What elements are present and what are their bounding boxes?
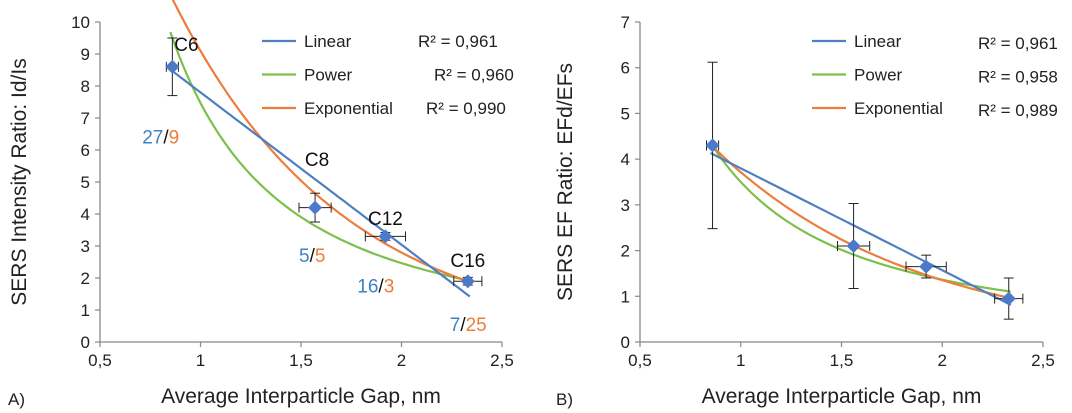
data-point: [460, 274, 475, 289]
y-tick-label: 4: [81, 205, 90, 224]
x-tick-label: 2,5: [490, 351, 514, 370]
data-point: [378, 229, 393, 244]
fit-line-exponential: [709, 143, 1012, 300]
panel-label: A): [8, 390, 25, 409]
x-tick-label: 0,5: [628, 351, 652, 370]
point-annotation: C12: [368, 209, 403, 230]
x-tick-label: 1: [736, 351, 745, 370]
data-point: [919, 259, 934, 274]
x-axis-label: Average Interparticle Gap, nm: [702, 385, 982, 408]
fit-line-power: [709, 141, 1011, 293]
y-tick-label: 7: [621, 13, 630, 32]
y-tick-label: 1: [81, 301, 90, 320]
y-tick-label: 5: [81, 173, 90, 192]
fit-line-power: [169, 31, 471, 282]
y-tick-label: 6: [621, 59, 630, 78]
y-tick-label: 7: [81, 109, 90, 128]
legend-r2-exponential: R² = 0,990: [426, 99, 506, 118]
ratio-annotation: 27/9: [142, 128, 179, 149]
y-axis-label: SERS Intensity Ratio: Id/Is: [8, 58, 31, 305]
data-point: [705, 138, 720, 153]
legend-label-exponential: Exponential: [304, 99, 393, 118]
ratio-annotation: 7/25: [450, 315, 487, 336]
legend-r2-linear: R² = 0,961: [418, 32, 498, 51]
x-tick-label: 1,5: [830, 351, 854, 370]
y-tick-label: 3: [81, 237, 90, 256]
ratio-annotation: 16/3: [357, 276, 394, 297]
legend-r2-linear: R² = 0,961: [978, 34, 1058, 53]
point-annotation: C16: [450, 251, 485, 272]
y-tick-label: 3: [621, 196, 630, 215]
x-tick-label: 0,5: [88, 351, 112, 370]
legend-r2-power: R² = 0,960: [434, 66, 514, 85]
y-tick-label: 5: [621, 104, 630, 123]
x-tick-label: 2,5: [1031, 351, 1055, 370]
fit-line-linear: [710, 152, 1012, 306]
x-tick-label: 2: [397, 351, 406, 370]
data-point: [1001, 291, 1016, 306]
legend-label-exponential: Exponential: [854, 99, 943, 118]
data-point: [846, 239, 861, 253]
point-annotation: C6: [174, 35, 198, 56]
data-point: [165, 59, 180, 74]
x-tick-label: 1,5: [289, 351, 313, 370]
y-tick-label: 2: [81, 269, 90, 288]
fit-line-linear: [169, 68, 471, 298]
legend-label-power: Power: [304, 66, 353, 85]
legend-label-linear: Linear: [304, 32, 352, 51]
y-tick-label: 4: [621, 150, 630, 169]
y-tick-label: 10: [71, 13, 90, 32]
y-tick-label: 8: [81, 77, 90, 96]
y-axis-label: SERS EF Ratio: EFd/EFs: [554, 63, 577, 301]
x-tick-label: 1: [196, 351, 205, 370]
x-tick-label: 2: [938, 351, 947, 370]
legend-r2-exponential: R² = 0,989: [978, 101, 1058, 120]
y-tick-label: 0: [81, 333, 90, 352]
chart-a: 0 1 2 3 4 5 6 7 8 9 10 0,5 1 1,5 2 2,5 Average Interpart…: [8, 0, 514, 409]
y-tick-label: 0: [621, 333, 630, 352]
panel-label: B): [556, 390, 573, 409]
y-tick-label: 1: [621, 287, 630, 306]
legend-label-linear: Linear: [854, 32, 902, 51]
point-annotation: C8: [305, 150, 329, 171]
legend-label-power: Power: [854, 66, 903, 85]
y-tick-label: 2: [621, 242, 630, 261]
legend-r2-power: R² = 0,958: [978, 68, 1058, 87]
x-axis-label: Average Interparticle Gap, nm: [161, 385, 441, 408]
fit-line-exponential: [171, 0, 471, 284]
chart-b: 0 1 2 3 4 5 6 7 0,5 1 1,5 2 2,5 Average Interparticle…: [554, 13, 1058, 409]
y-tick-label: 9: [81, 45, 90, 64]
y-tick-label: 6: [81, 141, 90, 160]
ratio-annotation: 5/5: [299, 246, 325, 267]
data-point: [308, 200, 323, 215]
